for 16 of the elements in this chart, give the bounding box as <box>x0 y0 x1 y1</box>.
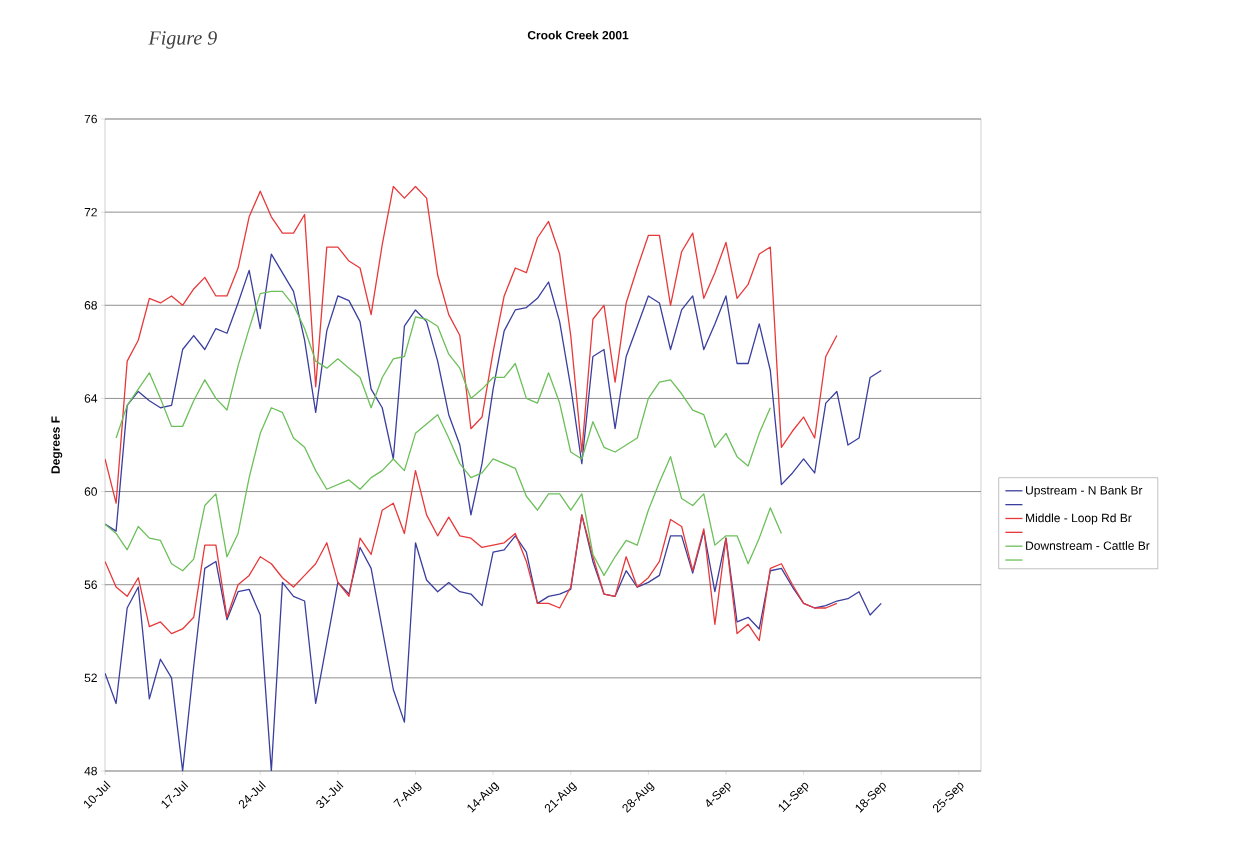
y-tick-label: 52 <box>84 673 97 683</box>
caption: Figure 9 <box>148 31 217 49</box>
legend-label: Upstream - N Bank Br <box>1026 485 1143 497</box>
line-series <box>115 290 771 467</box>
legend-label: Middle - Loop Rd Br <box>1026 513 1132 525</box>
y-tick-label: 72 <box>84 207 97 217</box>
y-tick-label: 76 <box>84 114 97 124</box>
y-tick-label: 64 <box>84 394 98 403</box>
y-tick-label: 68 <box>84 301 97 310</box>
chart-title: Crook Creek 2001 <box>527 30 629 40</box>
y-axis-title: Degrees F <box>51 416 63 474</box>
y-tick-label: 60 <box>84 487 97 496</box>
line-series <box>105 185 838 504</box>
legend-label: Downstream - Cattle Br <box>1026 541 1150 550</box>
y-tick-label: 56 <box>84 580 97 589</box>
y-tick-label: 48 <box>84 766 97 776</box>
